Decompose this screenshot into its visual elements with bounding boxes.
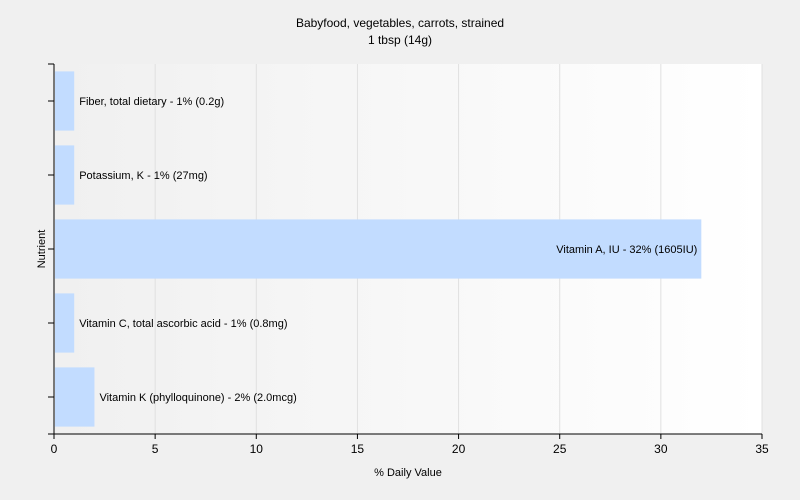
bar [55,367,95,427]
bar-label: Vitamin A, IU - 32% (1605IU) [556,244,697,256]
x-tick-label: 30 [654,442,668,456]
x-tick-label: 10 [250,442,264,456]
bar-label: Vitamin K (phylloquinone) - 2% (2.0mcg) [99,392,296,404]
bar-label: Fiber, total dietary - 1% (0.2g) [79,96,224,108]
bar [55,145,75,205]
bar [55,293,75,353]
x-axis-label: % Daily Value [374,467,442,479]
chart-title: Babyfood, vegetables, carrots, strained [295,16,505,30]
bar [55,71,75,131]
y-axis-label: Nutrient [36,230,48,269]
axes [48,63,762,435]
bar-label: Vitamin C, total ascorbic acid - 1% (0.8… [79,318,287,330]
x-tick-label: 20 [452,442,466,456]
x-tick-label: 15 [351,442,365,456]
bar-label: Potassium, K - 1% (27mg) [79,170,207,182]
x-tick-label: 5 [152,442,159,456]
bar [55,219,702,279]
bars: Fiber, total dietary - 1% (0.2g) Potassiu… [55,71,702,427]
x-tick-label: 0 [51,442,58,456]
x-tick-label: 35 [755,442,769,456]
chart-subtitle: 1 tbsp (14g) [367,33,433,47]
x-tick-label: 25 [553,442,567,456]
x-ticks: 0 5 10 15 20 25 30 35 [51,434,769,456]
